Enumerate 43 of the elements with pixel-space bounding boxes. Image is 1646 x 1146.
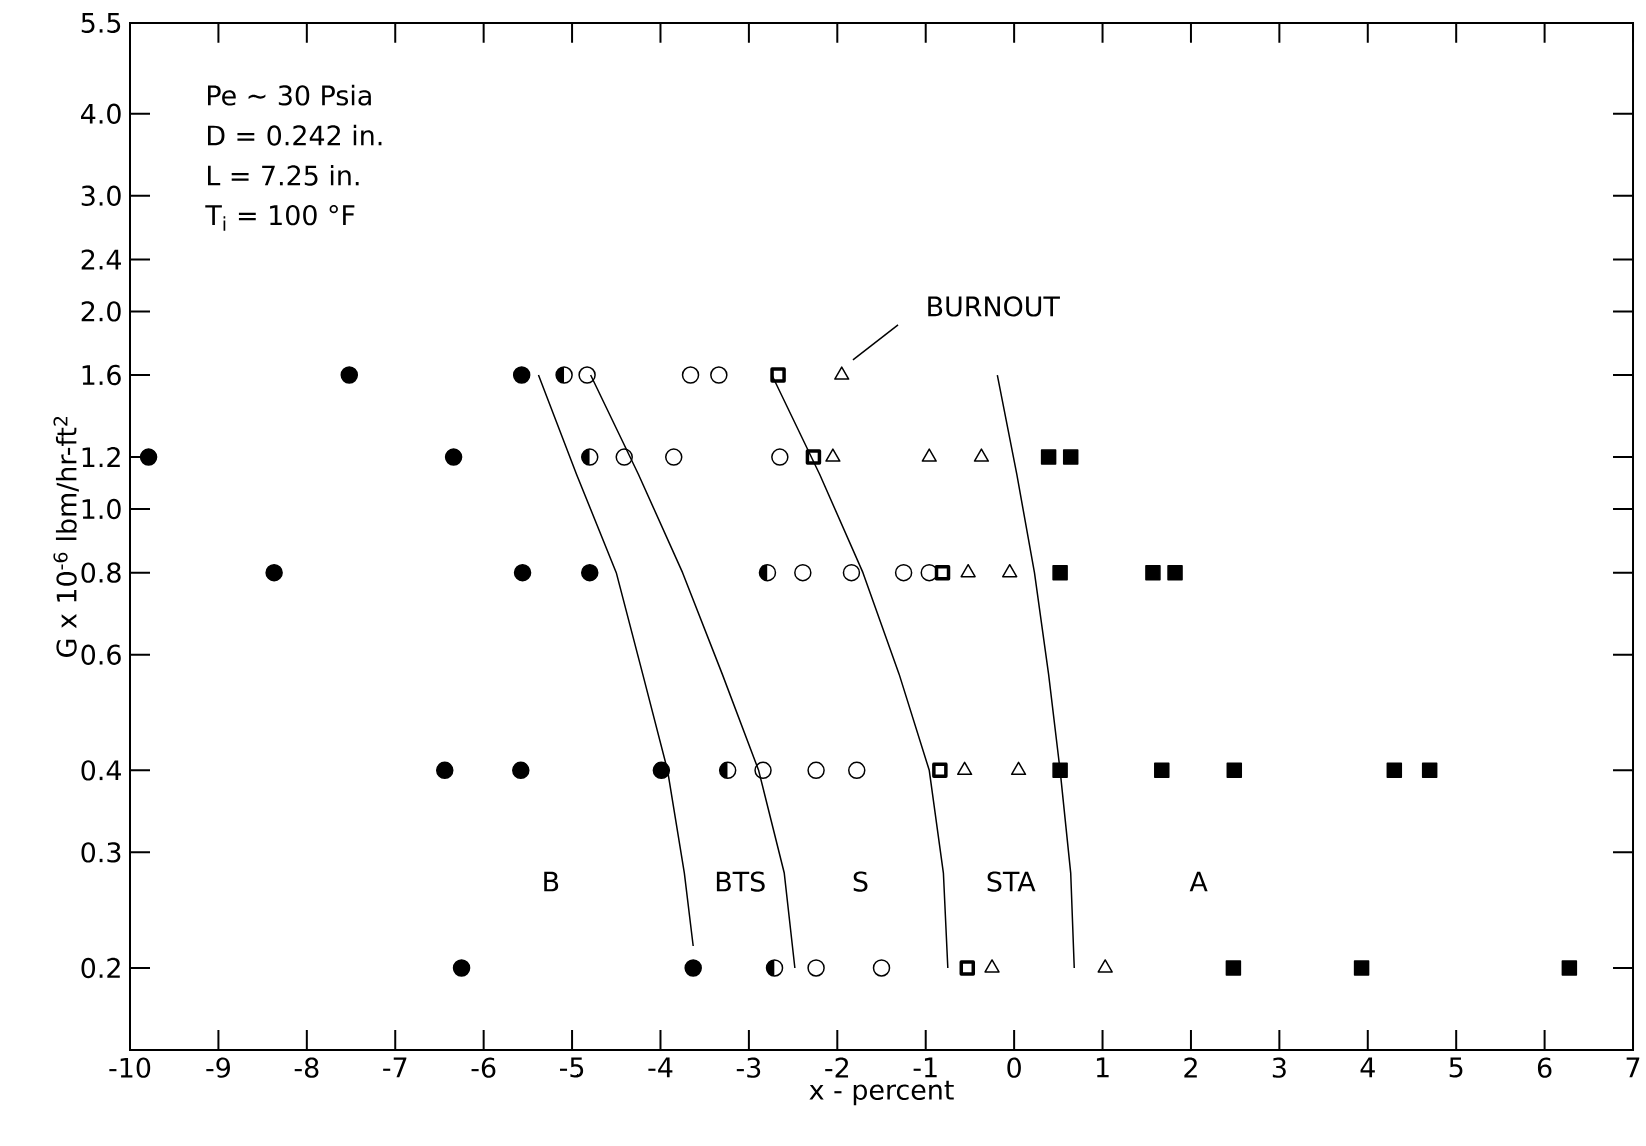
x-tick-label: 4 [1360, 1057, 1375, 1078]
annotation: BTS [716, 871, 765, 892]
y-tick-label: 0.4 [81, 760, 121, 781]
annotation: S [853, 871, 868, 892]
x-tick-label: -4 [648, 1057, 673, 1078]
x-axis-title: x - percent [809, 1080, 954, 1106]
y-tick-label: 5.5 [81, 12, 121, 33]
y-tick-label: 0.2 [81, 957, 120, 979]
x-tick-label: 1 [1096, 1057, 1109, 1078]
y-tick-label: 4.0 [81, 103, 121, 124]
x-tick-label: -5 [559, 1057, 584, 1078]
y-tick-label: 1.6 [82, 364, 121, 386]
y-tick-label: 3.0 [81, 185, 121, 206]
x-tick-label: -7 [383, 1057, 407, 1078]
y-tick-label: 2.0 [81, 301, 121, 322]
y-tick-label: 0.3 [81, 842, 121, 863]
y-tick-label: 0.6 [81, 644, 121, 665]
x-tick-label: 0 [1007, 1057, 1021, 1078]
y-axis-title: G x 10$^{-6}$ lbm/hr-ft$^{2}$ [53, 416, 79, 657]
annotation: D = 0.242 in. [208, 124, 382, 146]
x-tick-label: -2 [825, 1057, 849, 1078]
annotation: T$_{i}$ = 100 °F [205, 204, 355, 231]
y-tick-label: 2.4 [81, 249, 121, 270]
x-tick-label: 3 [1272, 1057, 1286, 1078]
x-tick-label: -10 [109, 1057, 151, 1078]
annotation: L = 7.25 in. [208, 164, 359, 186]
x-tick-label: 5 [1449, 1057, 1463, 1078]
y-tick-label: 1.2 [82, 447, 120, 468]
x-tick-label: -1 [913, 1057, 937, 1078]
y-tick-label: 1.0 [82, 498, 121, 520]
annotation: STA [987, 871, 1036, 892]
annotation: BURNOUT [928, 296, 1060, 317]
x-tick-label: -8 [294, 1057, 319, 1078]
x-tick-label: -6 [471, 1057, 496, 1078]
x-tick-label: 2 [1184, 1057, 1197, 1078]
annotation: B [544, 871, 559, 892]
x-tick-label: 6 [1537, 1057, 1552, 1078]
y-tick-label: 0.8 [81, 562, 121, 583]
x-tick-label: 7 [1626, 1057, 1640, 1078]
annotation: Pe ∼ 30 Psia [208, 84, 371, 106]
x-tick-label: -9 [206, 1057, 230, 1078]
annotation: A [1189, 871, 1208, 892]
x-tick-label: -3 [736, 1057, 761, 1078]
